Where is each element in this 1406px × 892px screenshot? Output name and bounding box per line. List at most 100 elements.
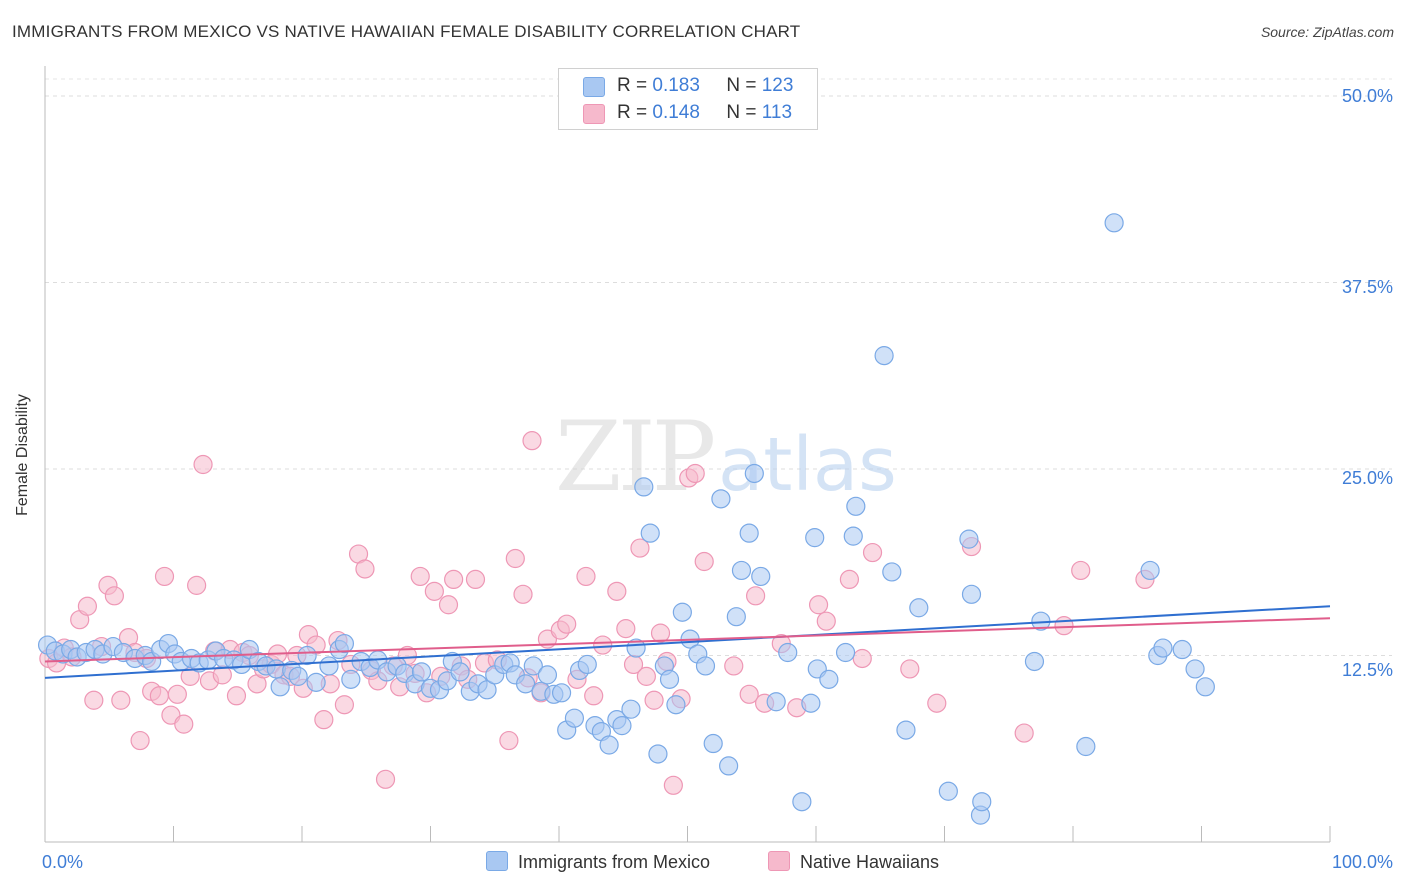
point-native-hawaiians	[375, 769, 396, 789]
watermark: ZIP atlas	[555, 401, 897, 513]
point-immigrants-from-mexico	[843, 526, 863, 546]
point-immigrants-from-mexico	[846, 496, 866, 516]
point-native-hawaiians	[424, 581, 444, 601]
point-native-hawaiians	[616, 619, 636, 639]
point-immigrants-from-mexico	[819, 669, 839, 689]
point-immigrants-from-mexico	[1195, 677, 1215, 697]
watermark-zip: ZIP	[555, 401, 714, 513]
point-native-hawaiians	[739, 684, 759, 704]
point-immigrants-from-mexico	[477, 680, 497, 700]
point-immigrants-from-mexico	[621, 699, 641, 719]
point-native-hawaiians	[593, 635, 613, 655]
point-immigrants-from-mexico	[744, 463, 764, 484]
legend-n-value-hawaiians: 113	[761, 102, 793, 123]
point-native-hawaiians	[644, 690, 664, 710]
point-immigrants-from-mexico	[1104, 213, 1124, 233]
point-immigrants-from-mexico	[659, 669, 680, 689]
point-immigrants-from-mexico	[896, 720, 916, 740]
bottom-legend-swatch-hawaiians	[768, 851, 790, 871]
point-native-hawaiians	[746, 586, 766, 606]
point-native-hawaiians	[816, 611, 836, 631]
point-immigrants-from-mexico	[626, 638, 646, 658]
point-native-hawaiians	[607, 581, 627, 601]
point-native-hawaiians	[410, 566, 430, 587]
point-immigrants-from-mexico	[515, 674, 536, 694]
point-immigrants-from-mexico	[1153, 638, 1173, 658]
point-native-hawaiians	[505, 548, 525, 569]
point-immigrants-from-mexico	[640, 523, 660, 543]
point-immigrants-from-mexico	[711, 489, 731, 509]
point-immigrants-from-mexico	[334, 633, 355, 654]
point-immigrants-from-mexico	[612, 716, 632, 736]
legend-r-value-hawaiians: 0.148	[652, 102, 700, 123]
point-immigrants-from-mexico	[634, 477, 654, 497]
bottom-legend-label-hawaiians: Native Hawaiians	[800, 852, 940, 872]
point-native-hawaiians	[1071, 560, 1091, 581]
point-immigrants-from-mexico	[792, 792, 812, 812]
gridlines	[45, 78, 1392, 656]
point-native-hawaiians	[650, 623, 671, 643]
point-immigrants-from-mexico	[319, 656, 339, 676]
point-native-hawaiians	[862, 542, 883, 563]
correlation-legend: R = 0.183 N = 123 R = 0.148 N = 113	[558, 68, 818, 130]
point-immigrants-from-mexico	[726, 607, 746, 627]
point-native-hawaiians	[513, 584, 533, 604]
point-immigrants-from-mexico	[411, 662, 432, 682]
point-native-hawaiians	[557, 614, 577, 634]
point-native-hawaiians	[111, 690, 131, 710]
point-immigrants-from-mexico	[297, 645, 317, 666]
point-immigrants-from-mexico	[719, 756, 739, 776]
watermark-atlas: atlas	[718, 422, 897, 508]
point-immigrants-from-mexico	[648, 744, 668, 764]
point-immigrants-from-mexico	[961, 584, 982, 604]
legend-n-label: N =	[726, 102, 757, 123]
trend-line-native-hawaiians	[44, 617, 1331, 663]
point-immigrants-from-mexico	[938, 781, 958, 801]
point-native-hawaiians	[1054, 616, 1074, 636]
point-native-hawaiians	[355, 559, 375, 579]
point-native-hawaiians	[226, 686, 247, 706]
point-native-hawaiians	[808, 595, 829, 615]
bottom-legend-mexico: Immigrants from Mexico	[486, 851, 710, 873]
trend-lines	[44, 605, 1331, 679]
point-immigrants-from-mexico	[1172, 639, 1192, 660]
trend-line-immigrants-from-mexico	[44, 605, 1331, 679]
bottom-legend-hawaiians: Native Hawaiians	[768, 851, 939, 873]
point-immigrants-from-mexico	[450, 662, 470, 682]
axes	[44, 66, 1331, 843]
legend-n-value-mexico: 123	[761, 75, 794, 96]
point-immigrants-from-mexico	[801, 693, 821, 713]
y-tick-label-12-5: 12.5%	[1341, 660, 1393, 680]
legend-r-label: R =	[617, 75, 648, 96]
point-immigrants-from-mexico	[972, 792, 992, 812]
point-immigrants-from-mexico	[341, 669, 361, 689]
point-immigrants-from-mexico	[1140, 560, 1160, 581]
point-native-hawaiians	[852, 648, 872, 669]
point-immigrants-from-mexico	[778, 642, 798, 663]
bottom-legend-label-mexico: Immigrants from Mexico	[518, 852, 711, 872]
point-immigrants-from-mexico	[959, 529, 979, 549]
point-immigrants-from-mexico	[288, 666, 308, 686]
point-immigrants-from-mexico	[599, 735, 619, 755]
point-native-hawaiians	[839, 569, 860, 590]
point-immigrants-from-mexico	[577, 654, 597, 675]
point-native-hawaiians	[724, 656, 744, 676]
chart-title: IMMIGRANTS FROM MEXICO VS NATIVE HAWAIIA…	[12, 22, 801, 41]
point-native-hawaiians	[314, 710, 334, 730]
point-native-hawaiians	[499, 730, 519, 751]
point-immigrants-from-mexico	[766, 692, 786, 712]
x-tick-label-max: 100.0%	[1331, 852, 1393, 872]
point-native-hawaiians	[1014, 723, 1034, 743]
point-immigrants-from-mexico	[1076, 736, 1096, 757]
point-immigrants-from-mexico	[564, 708, 585, 728]
point-native-hawaiians	[438, 595, 459, 615]
point-immigrants-from-mexico	[703, 733, 723, 754]
point-immigrants-from-mexico	[739, 523, 759, 543]
point-immigrants-from-mexico	[909, 598, 929, 618]
point-native-hawaiians	[154, 566, 175, 587]
point-native-hawaiians	[193, 454, 213, 475]
point-immigrants-from-mexico	[882, 562, 902, 582]
point-native-hawaiians	[927, 693, 947, 713]
point-immigrants-from-mexico	[523, 656, 543, 676]
